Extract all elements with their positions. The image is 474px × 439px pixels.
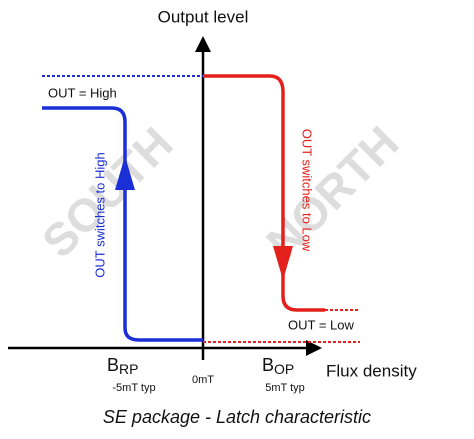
x-arrow [306, 340, 322, 356]
caption: SE package - Latch characteristic [103, 407, 371, 427]
brp-note: -5mT typ [112, 382, 155, 394]
bop-note: 5mT typ [265, 382, 305, 394]
north-curve [203, 74, 325, 312]
up-arrow [115, 156, 135, 190]
south-curve [42, 106, 203, 342]
y-arrow [195, 36, 211, 52]
down-arrow [273, 246, 293, 280]
to-low-label: OUT switches to Low [300, 129, 315, 252]
low-label: OUT = Low [288, 317, 354, 332]
x-axis-label: Flux density [326, 361, 417, 380]
to-high-label: OUT switches to High [92, 152, 107, 277]
watermark-north: NORTH [256, 116, 408, 268]
high-label: OUT = High [48, 85, 117, 100]
bop-label: BOP [262, 355, 294, 377]
y-axis-label: Output level [158, 7, 249, 26]
brp-label: BRP [107, 355, 138, 377]
zero-label: 0mT [192, 374, 214, 386]
